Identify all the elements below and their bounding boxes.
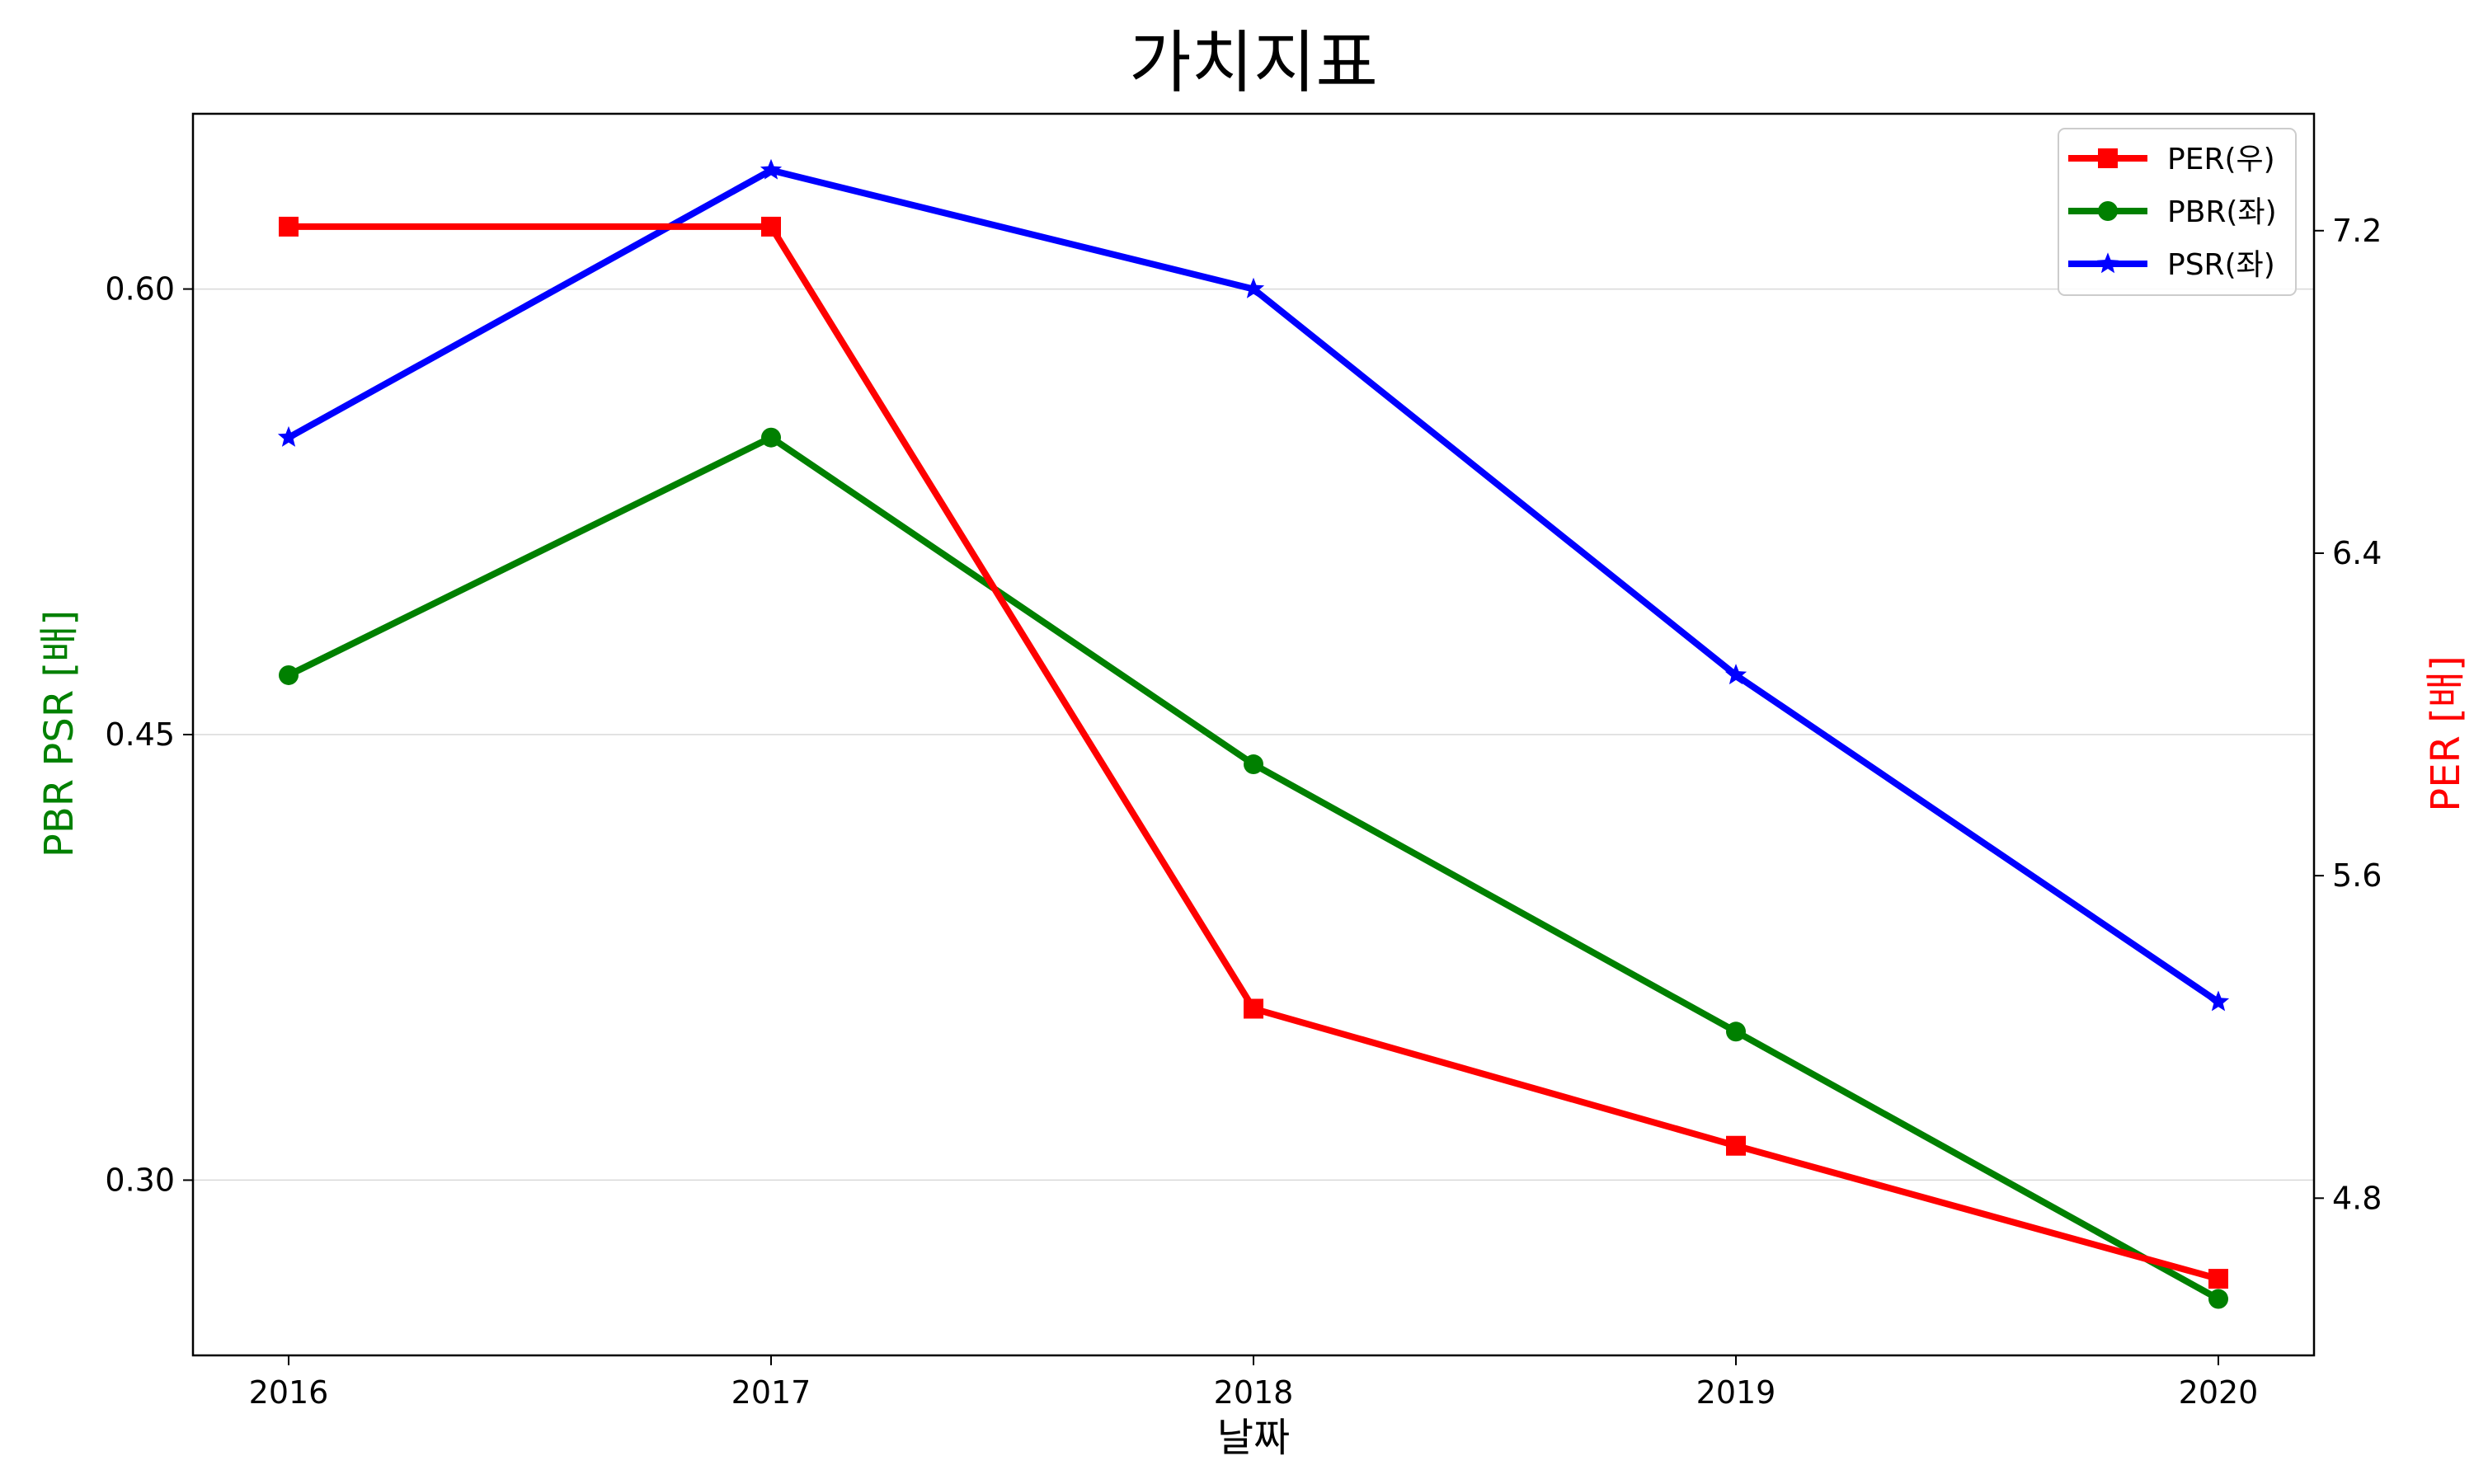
chart-title: 가치지표 xyxy=(1129,24,1378,102)
x-tick-label: 2019 xyxy=(1696,1374,1776,1411)
series-1 xyxy=(279,427,2228,1309)
legend: PER(우) PBR(좌) PSR(좌) xyxy=(2058,128,2297,296)
data-point xyxy=(1724,664,1747,685)
axes: 2016 2017 2018 2019 2020 0.30 0.45 0.60 4.8 5.6 6.… xyxy=(105,213,2382,1411)
legend-marker xyxy=(2096,252,2119,274)
left-y-axis-label: PBR PSR [배] xyxy=(36,610,82,857)
legend-label: PER(우) xyxy=(2167,143,2275,176)
series-0 xyxy=(279,216,2228,1289)
data-point xyxy=(2207,990,2230,1012)
data-point xyxy=(277,425,300,447)
right-y-tick-label: 4.8 xyxy=(2332,1180,2382,1216)
data-point xyxy=(2208,1269,2228,1289)
left-y-tick-label: 0.30 xyxy=(105,1162,175,1198)
data-point xyxy=(1244,754,1263,775)
series-layer xyxy=(277,158,2230,1309)
data-point xyxy=(279,216,299,237)
x-axis-label: 날짜 xyxy=(1217,1415,1290,1461)
x-tick-label: 2017 xyxy=(731,1374,811,1411)
legend-marker xyxy=(2098,201,2118,221)
x-tick-label: 2018 xyxy=(1214,1374,1294,1411)
right-y-tick-label: 6.4 xyxy=(2332,535,2382,571)
left-y-tick-label: 0.60 xyxy=(105,271,175,308)
right-y-axis-label: PER [배] xyxy=(2423,655,2469,812)
left-y-tick-label: 0.45 xyxy=(105,716,175,753)
legend-entry: PSR(좌) xyxy=(2068,248,2275,282)
x-tick-label: 2020 xyxy=(2179,1374,2259,1411)
legend-label: PSR(좌) xyxy=(2167,248,2275,282)
series-2 xyxy=(277,158,2230,1012)
data-point xyxy=(1726,1021,1746,1042)
x-tick-label: 2016 xyxy=(249,1374,329,1411)
data-point xyxy=(1726,1135,1746,1156)
data-point xyxy=(279,665,299,685)
data-point xyxy=(761,427,781,448)
data-point xyxy=(761,216,781,237)
legend-entry: PBR(좌) xyxy=(2068,195,2277,229)
right-y-tick-label: 7.2 xyxy=(2332,213,2382,249)
data-point xyxy=(1242,277,1265,298)
data-point xyxy=(2208,1289,2228,1309)
legend-label: PBR(좌) xyxy=(2167,195,2277,229)
right-y-tick-label: 5.6 xyxy=(2332,857,2382,894)
legend-box xyxy=(2058,128,2297,296)
data-point xyxy=(760,158,783,180)
legend-marker xyxy=(2098,148,2118,168)
data-point xyxy=(1244,998,1263,1019)
legend-entry: PER(우) xyxy=(2068,143,2275,176)
